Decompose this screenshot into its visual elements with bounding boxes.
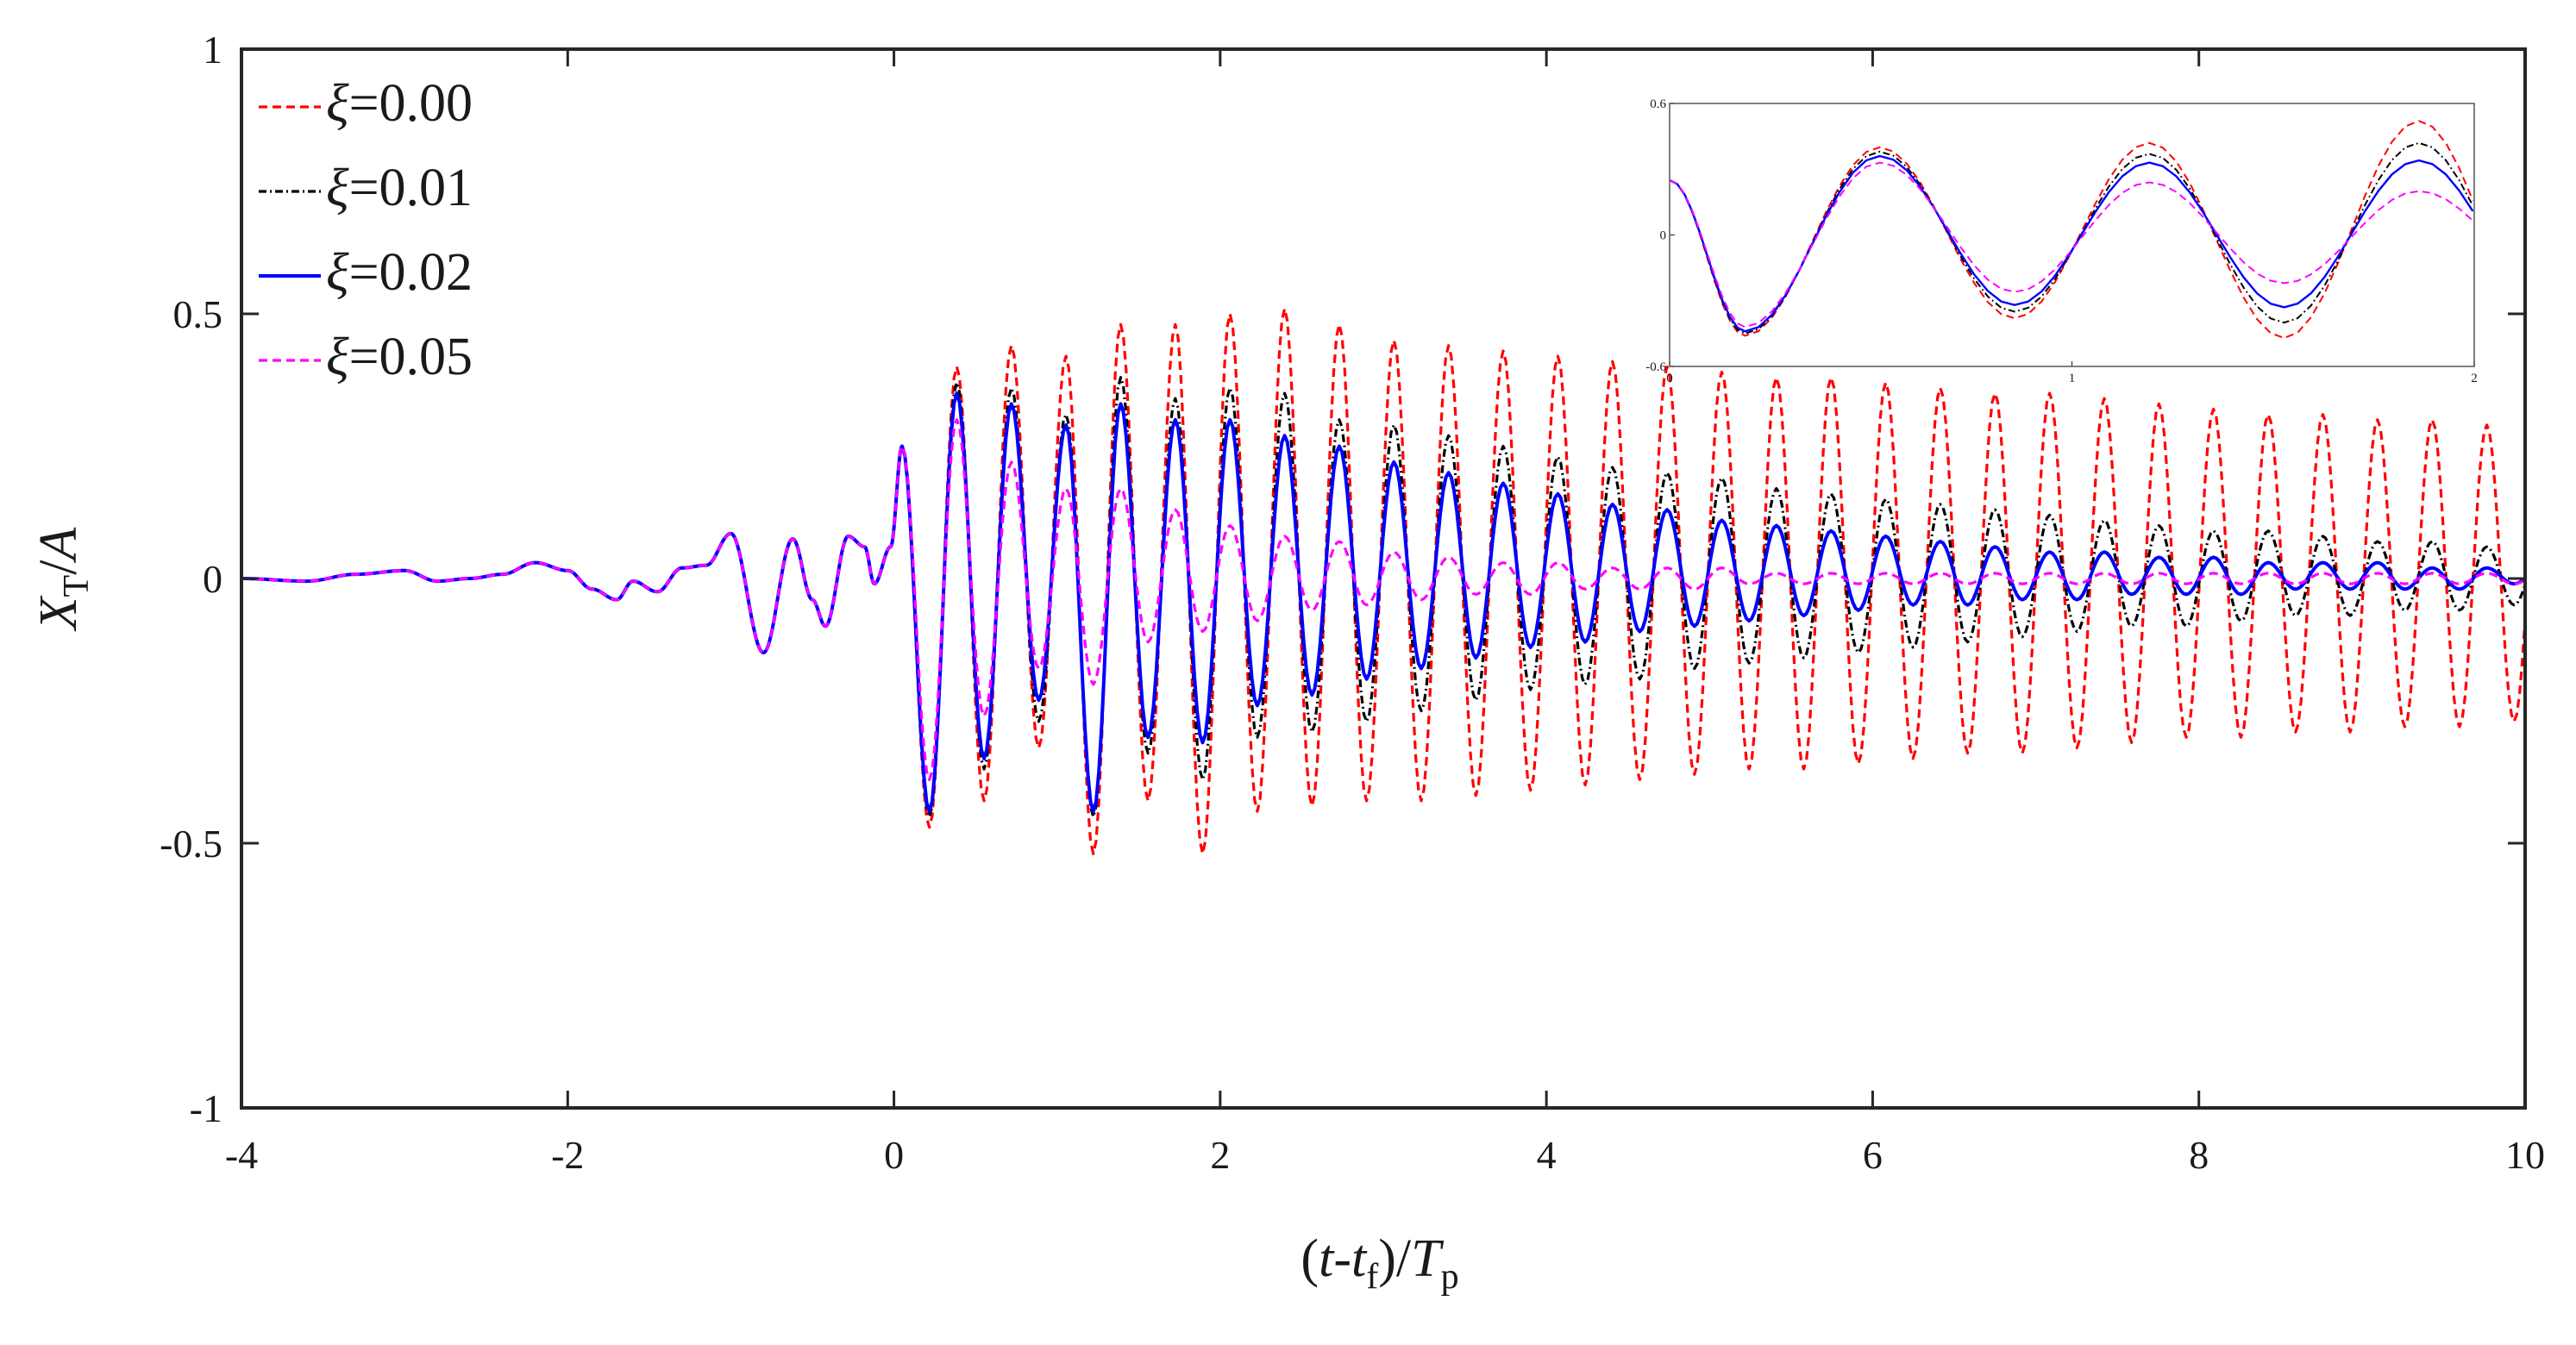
- inset-y-tick-label: 0: [1660, 229, 1667, 243]
- series-line-3: [241, 418, 2526, 781]
- series-line-0: [241, 307, 2527, 855]
- x-tick-label: 0: [884, 1133, 904, 1177]
- y-tick-label: 0.5: [173, 292, 223, 336]
- x-tick-label: 10: [2505, 1133, 2545, 1177]
- main-plot: -4 -2 0 2 4 6 8 10 -1-0.500.51: [160, 28, 2545, 1177]
- y-tick-label: 1: [203, 28, 223, 72]
- legend-label-1: ξ=0.01: [326, 159, 473, 217]
- inset-x-tick-label: 1: [2069, 372, 2076, 385]
- inset-series-line-3: [1669, 161, 2474, 328]
- legend-label-2: ξ=0.02: [326, 243, 473, 302]
- inset-series-line-2: [1669, 154, 2474, 333]
- inset-series-lines: [1669, 120, 2474, 340]
- inset-background: [1670, 103, 2474, 366]
- x-axis-label: (t-tf)/Tp: [1301, 1229, 1458, 1297]
- x-tick-label: 6: [1863, 1133, 1883, 1177]
- inset-y-tick-label: 0.6: [1650, 97, 1666, 111]
- x-tick-label: 8: [2189, 1133, 2209, 1177]
- y-tick-label: -0.5: [160, 822, 223, 866]
- main-y-ticks: -1 -0.5 0 0.5 1: [160, 28, 2525, 1130]
- main-series-lines: [240, 307, 2527, 855]
- main-x-ticks: -4 -2 0 2 4 6 8 10: [225, 49, 2545, 1177]
- inset-x-ticks: 0 1 2: [1666, 361, 2478, 385]
- inset-x-tick-label: 0: [1666, 372, 1673, 385]
- x-tick-label: 2: [1210, 1133, 1230, 1177]
- inset-y-ticks: -0.6 0 0.6: [1645, 97, 1675, 374]
- y-axis-label: XT/A: [29, 527, 97, 633]
- inset-x-tick-label: 2: [2471, 372, 2478, 385]
- y-tick-label: 0: [203, 557, 223, 601]
- legend-label-3: ξ=0.05: [326, 328, 473, 386]
- x-tick-label: 4: [1537, 1133, 1557, 1177]
- inset-y-tick-label: -0.6: [1645, 360, 1666, 374]
- y-tick-label: -1: [190, 1086, 223, 1130]
- legend-label-0: ξ=0.00: [326, 74, 473, 133]
- x-tick-label: -4: [225, 1133, 258, 1177]
- x-tick-label: -2: [551, 1133, 584, 1177]
- inset-series-line-0: [1669, 120, 2474, 340]
- series-line-2: [240, 391, 2527, 814]
- series-line-1: [241, 376, 2527, 818]
- legend: ξ=0.00 ξ=0.01 ξ=0.02 ξ=0.05: [259, 74, 473, 386]
